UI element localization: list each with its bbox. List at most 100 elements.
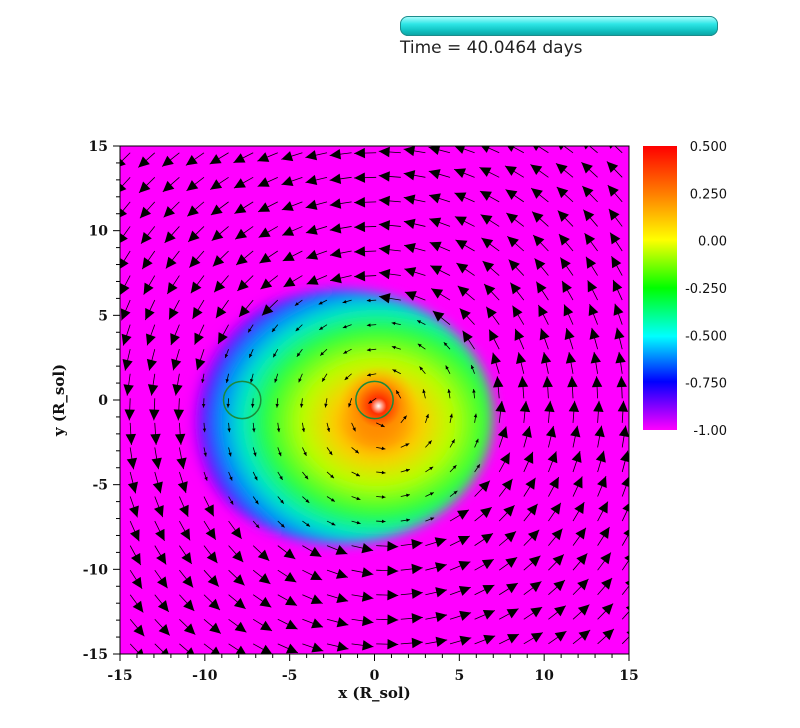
vector-arrow <box>321 373 328 382</box>
vector-arrow <box>425 517 435 522</box>
vector-arrow <box>201 398 206 408</box>
colorbar-tick-label: -1.00 <box>693 424 727 439</box>
vector-arrow <box>174 422 186 445</box>
vector-arrow <box>430 265 451 276</box>
vector-arrow <box>607 184 623 203</box>
vector-arrow <box>277 520 285 528</box>
vector-arrow <box>608 208 623 227</box>
vector-arrow <box>179 643 195 654</box>
vector-arrow <box>559 257 574 276</box>
vector-arrow <box>351 615 374 627</box>
vector-arrow <box>509 282 525 301</box>
vector-arrow <box>425 466 434 473</box>
vector-arrow <box>227 422 231 433</box>
vector-arrow <box>329 173 352 185</box>
vector-arrow <box>498 531 517 546</box>
vector-arrow <box>585 256 598 276</box>
vector-arrow <box>621 503 629 522</box>
vector-arrow <box>319 348 328 356</box>
vector-arrow <box>120 275 131 296</box>
vector-arrow <box>329 248 352 259</box>
vector-arrow <box>499 633 520 645</box>
vector-arrow <box>474 558 495 571</box>
vector-arrow <box>449 561 471 571</box>
vector-arrow <box>351 520 361 525</box>
vector-arrow <box>305 150 328 161</box>
vector-arrow <box>228 520 242 540</box>
vector-arrow <box>376 614 399 625</box>
vector-arrow <box>294 299 303 306</box>
vector-arrow <box>366 373 377 377</box>
vector-arrow <box>417 343 426 350</box>
x-tick-label: -15 <box>107 668 132 684</box>
vector-arrow <box>252 447 257 457</box>
vector-arrow <box>454 192 475 203</box>
vector-arrow <box>453 168 475 179</box>
y-tick-label: -15 <box>83 647 108 663</box>
vector-arrow <box>535 281 549 301</box>
vector-arrow <box>376 565 399 576</box>
colorbar-tick-label: -0.250 <box>685 282 727 297</box>
vector-arrow <box>474 634 496 645</box>
vector-arrow <box>449 610 472 621</box>
colorbar-tick-label: 0.500 <box>690 140 727 155</box>
vector-arrow <box>179 496 189 517</box>
vector-arrow <box>532 234 549 252</box>
vector-arrow <box>261 299 279 316</box>
vector-arrow <box>305 224 328 235</box>
vector-arrow <box>597 603 614 620</box>
vector-arrow <box>306 275 328 285</box>
vector-arrow <box>474 480 491 497</box>
vector-arrow <box>233 176 254 189</box>
vector-arrow <box>506 212 525 227</box>
vector-arrow <box>120 226 131 243</box>
vector-arrow <box>238 299 254 318</box>
vector-arrow <box>533 146 549 154</box>
vector-arrow <box>277 471 283 481</box>
vector-arrow <box>282 250 303 262</box>
vector-arrow <box>400 493 411 498</box>
vector-arrow <box>351 422 356 432</box>
vector-arrow <box>354 197 377 208</box>
vector-arrow <box>378 220 401 231</box>
vector-arrow <box>302 594 323 605</box>
vector-arrow <box>151 447 162 470</box>
x-tick-label: -5 <box>282 668 298 684</box>
vector-arrow <box>298 373 303 383</box>
vector-arrow <box>351 567 374 578</box>
vector-arrow <box>252 471 258 481</box>
vector-arrow <box>572 578 589 596</box>
vector-arrow <box>302 471 309 480</box>
vector-arrow <box>161 152 180 167</box>
vector-arrow <box>234 226 254 240</box>
vector-arrow <box>617 400 629 423</box>
vector-arrow <box>498 504 515 522</box>
vector-arrow <box>326 617 349 628</box>
vector-arrow <box>281 176 303 186</box>
vector-arrow <box>257 176 278 187</box>
vector-arrow <box>326 520 336 526</box>
vector-arrow <box>195 349 206 371</box>
vector-arrow <box>348 398 352 408</box>
vector-arrow <box>563 304 574 325</box>
vector-arrow <box>272 349 279 358</box>
vector-arrow <box>211 226 229 242</box>
vector-arrow <box>479 167 500 178</box>
vector-arrow <box>234 201 254 214</box>
vector-arrow <box>329 148 352 160</box>
vector-arrow <box>474 506 493 522</box>
vector-arrow <box>485 306 500 325</box>
vector-arrow <box>403 146 426 157</box>
vector-arrow <box>203 520 217 540</box>
vector-arrow <box>430 288 451 301</box>
vector-arrow <box>428 169 451 180</box>
vector-arrow <box>282 226 303 236</box>
vector-arrow <box>277 447 282 457</box>
vector-arrow <box>378 146 401 158</box>
vector-arrow <box>368 397 377 404</box>
vector-arrow <box>154 545 167 565</box>
vector-arrow <box>354 221 377 233</box>
colorbar: 0.500 0.250 0.00 -0.250 -0.500 -0.750 -1.00 <box>643 140 727 439</box>
vector-arrow <box>120 201 131 218</box>
vector-arrow <box>179 520 191 541</box>
